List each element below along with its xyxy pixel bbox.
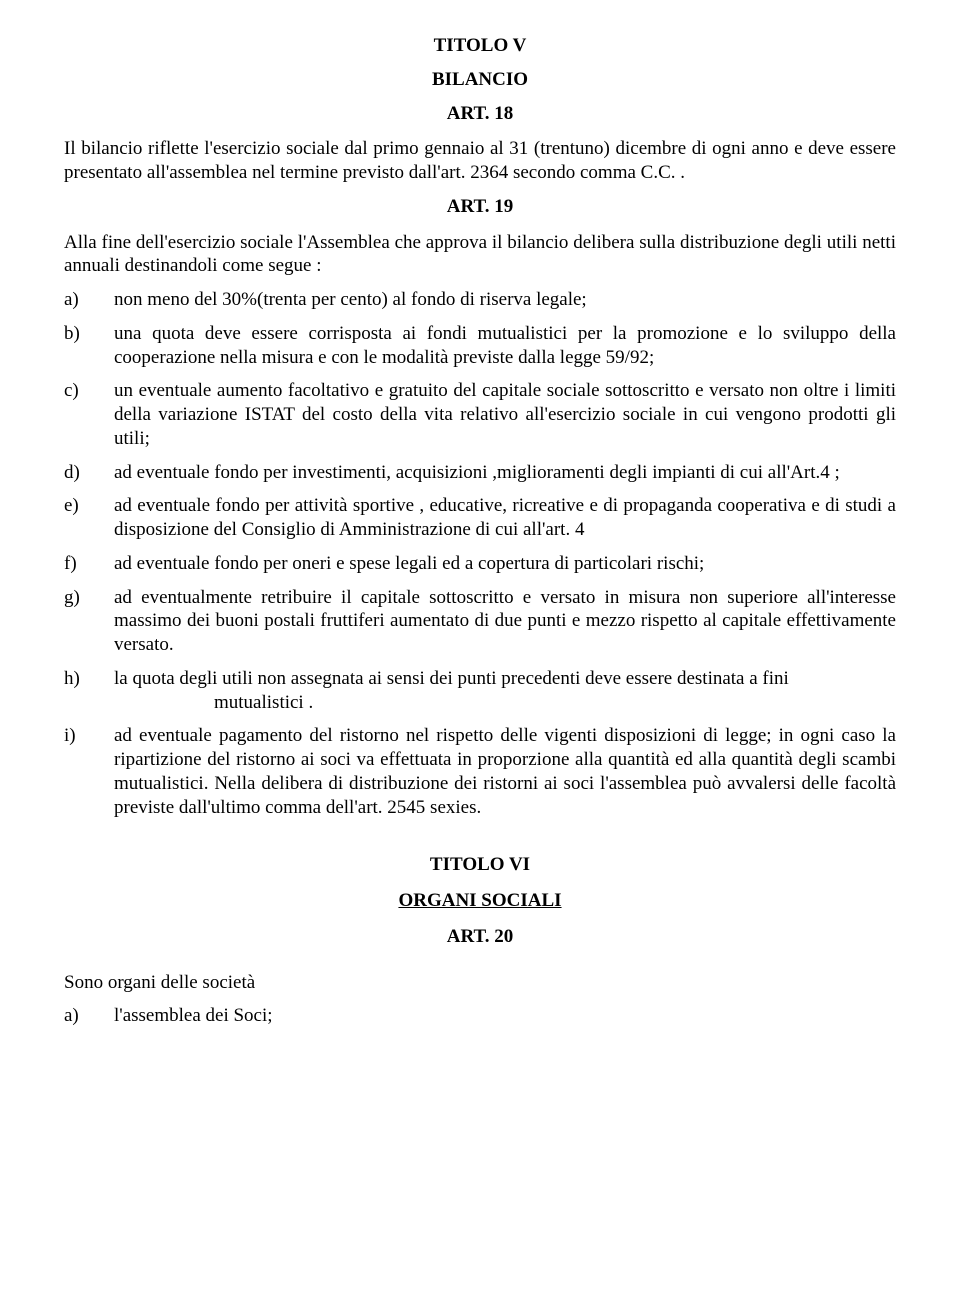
art-19-intro: Alla fine dell'esercizio sociale l'Assem… (64, 231, 896, 279)
list-item: a) l'assemblea dei Soci; (64, 1004, 896, 1028)
bilancio-heading: BILANCIO (64, 68, 896, 92)
item-marker: g) (64, 586, 114, 657)
item-marker: d) (64, 461, 114, 485)
organi-sociali-heading: ORGANI SOCIALI (64, 889, 896, 913)
list-item: h) la quota degli utili non assegnata ai… (64, 667, 896, 715)
list-item: i) ad eventuale pagamento del ristorno n… (64, 724, 896, 819)
item-body: l'assemblea dei Soci; (114, 1004, 896, 1028)
art-18-paragraph: Il bilancio riflette l'esercizio sociale… (64, 137, 896, 185)
tail-block: Sono organi delle società a) l'assemblea… (64, 971, 896, 1029)
item-body: ad eventualmente retribuire il capitale … (114, 586, 896, 657)
list-item: f) ad eventuale fondo per oneri e spese … (64, 552, 896, 576)
item-marker: a) (64, 1004, 114, 1028)
organi-sociali-text: ORGANI SOCIALI (398, 890, 561, 911)
item-body: ad eventuale fondo per investimenti, acq… (114, 461, 896, 485)
item-marker: f) (64, 552, 114, 576)
item-marker: a) (64, 288, 114, 312)
item-body: ad eventuale fondo per attività sportive… (114, 494, 896, 542)
art-18-heading: ART. 18 (64, 102, 896, 126)
item-marker: h) (64, 667, 114, 715)
item-h-line1: la quota degli utili non assegnata ai se… (114, 667, 896, 691)
list-item: e) ad eventuale fondo per attività sport… (64, 494, 896, 542)
item-body: la quota degli utili non assegnata ai se… (114, 667, 896, 715)
item-marker: e) (64, 494, 114, 542)
item-marker: c) (64, 379, 114, 450)
item-body: una quota deve essere corrisposta ai fon… (114, 322, 896, 370)
list-item: g) ad eventualmente retribuire il capita… (64, 586, 896, 657)
titolo-vi-block: TITOLO VI ORGANI SOCIALI ART. 20 (64, 853, 896, 948)
item-marker: b) (64, 322, 114, 370)
art-20-heading: ART. 20 (64, 925, 896, 949)
item-marker: i) (64, 724, 114, 819)
titolo-vi-heading: TITOLO VI (64, 853, 896, 877)
item-body: un eventuale aumento facoltativo e gratu… (114, 379, 896, 450)
item-body: ad eventuale pagamento del ristorno nel … (114, 724, 896, 819)
art-19-intro-text: Alla fine dell'esercizio sociale l'Assem… (64, 232, 896, 277)
item-body: ad eventuale fondo per oneri e spese leg… (114, 552, 896, 576)
list-item: d) ad eventuale fondo per investimenti, … (64, 461, 896, 485)
titolo-v-block: TITOLO V BILANCIO ART. 18 (64, 34, 896, 125)
titolo-v-heading: TITOLO V (64, 34, 896, 58)
item-body: non meno del 30%(trenta per cento) al fo… (114, 288, 896, 312)
item-h-line2: mutualistici . (114, 691, 896, 715)
list-item: b) una quota deve essere corrisposta ai … (64, 322, 896, 370)
list-item: c) un eventuale aumento facoltativo e gr… (64, 379, 896, 450)
list-item: a) non meno del 30%(trenta per cento) al… (64, 288, 896, 312)
art-19-list: a) non meno del 30%(trenta per cento) al… (64, 288, 896, 819)
art-19-heading: ART. 19 (64, 195, 896, 219)
tail-intro: Sono organi delle società (64, 971, 896, 995)
